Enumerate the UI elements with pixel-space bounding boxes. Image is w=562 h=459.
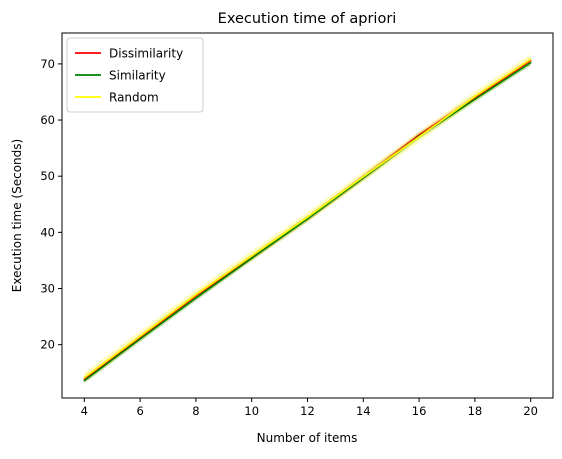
legend: Dissimilarity Similarity Random	[66, 37, 204, 113]
data-point	[195, 297, 197, 299]
data-point	[139, 338, 141, 340]
data-point	[139, 335, 141, 338]
x-tick-label: 10	[244, 404, 259, 418]
data-point	[250, 255, 253, 257]
x-tick-label: 12	[300, 404, 315, 418]
y-tick-label: 20	[40, 338, 55, 352]
legend-label: Dissimilarity	[109, 47, 183, 61]
y-tick-label: 30	[40, 282, 55, 296]
y-tick-label: 70	[40, 57, 55, 71]
data-point	[306, 216, 309, 218]
x-tick-label: 8	[192, 404, 199, 418]
y-axis-ticks: 20 30 40 50 60 70	[40, 57, 62, 352]
x-tick-label: 4	[81, 404, 88, 418]
x-tick-label: 18	[468, 404, 483, 418]
data-point	[250, 257, 253, 259]
data-point	[529, 61, 532, 64]
data-point	[418, 136, 420, 138]
y-tick-label: 40	[40, 225, 55, 239]
data-point	[474, 98, 476, 101]
data-point	[474, 95, 476, 98]
series-lines	[83, 58, 532, 382]
series-band-1	[84, 59, 531, 384]
legend-label: Random	[109, 91, 159, 105]
data-point	[529, 58, 532, 61]
x-tick-label: 14	[356, 404, 371, 418]
legend-label: Similarity	[109, 69, 166, 83]
chart-title: Execution time of apriori	[218, 11, 397, 27]
data-point	[83, 376, 86, 379]
y-tick-label: 50	[40, 169, 55, 183]
x-tick-label: 6	[136, 404, 143, 418]
x-axis-label: Number of items	[257, 431, 358, 445]
data-point	[195, 293, 197, 296]
legend-box	[66, 37, 204, 113]
y-axis-label: Execution time (Seconds)	[10, 139, 24, 292]
y-tick-label: 60	[40, 113, 55, 127]
x-tick-label: 20	[523, 404, 538, 418]
data-point	[83, 379, 86, 382]
data-point	[306, 218, 309, 220]
x-axis-ticks: 4 6 8 10 12 14 16 18 20	[81, 398, 538, 418]
data-point	[362, 175, 365, 178]
x-tick-label: 16	[412, 404, 427, 418]
